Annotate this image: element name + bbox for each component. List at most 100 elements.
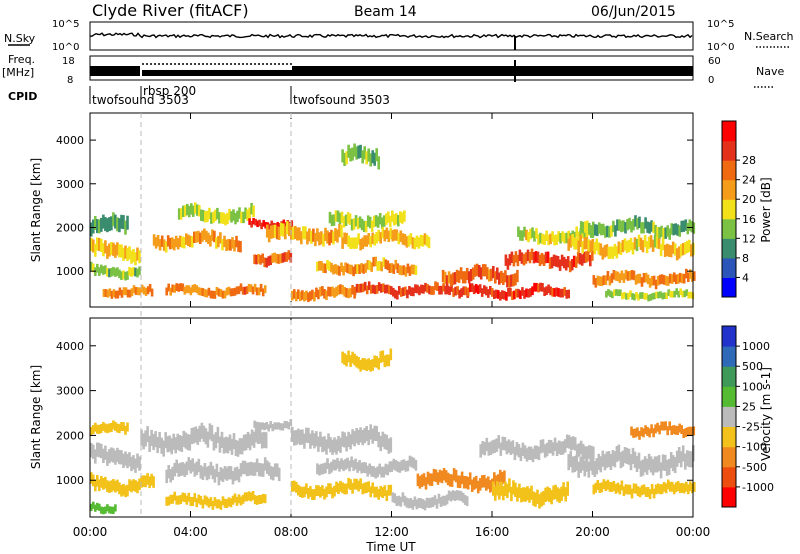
data-cell (498, 272, 501, 285)
data-cell (652, 488, 656, 499)
data-cell (112, 242, 115, 256)
data-cell (497, 435, 501, 449)
data-cell (586, 220, 589, 232)
data-cell (118, 244, 121, 258)
data-cell (253, 495, 257, 505)
data-cell (102, 421, 105, 431)
x-tick-label: 04:00 (173, 525, 208, 539)
data-cell (391, 210, 394, 222)
data-cell (215, 499, 219, 509)
data-cell (369, 360, 372, 372)
data-cell (132, 285, 136, 294)
data-cell (559, 441, 563, 455)
data-cell (373, 355, 376, 368)
scatter-band (605, 288, 695, 302)
data-cell (346, 457, 349, 469)
data-cell (689, 481, 692, 492)
data-cell (310, 230, 313, 244)
data-cell (325, 290, 328, 300)
data-cell (469, 269, 473, 282)
data-cell (614, 271, 618, 281)
data-cell (432, 286, 435, 295)
data-cell (516, 269, 519, 283)
data-cell (601, 247, 605, 260)
data-cell (624, 222, 627, 234)
data-cell (329, 437, 332, 453)
data-cell (350, 456, 353, 468)
data-cell (562, 256, 566, 269)
data-cell (383, 355, 387, 368)
data-cell (580, 254, 584, 266)
data-cell (671, 291, 674, 298)
data-cell (116, 447, 119, 463)
data-cell (92, 263, 95, 273)
data-cell (238, 207, 241, 219)
data-cell (581, 221, 585, 234)
data-cell (255, 254, 258, 265)
data-cell (378, 463, 381, 475)
data-cell (598, 276, 602, 286)
data-cell (96, 424, 99, 434)
data-cell (229, 288, 233, 297)
data-cell (364, 221, 368, 233)
data-cell (675, 288, 678, 295)
data-cell (264, 222, 267, 229)
data-cell (500, 481, 503, 496)
data-cell (359, 478, 362, 490)
data-cell (283, 252, 287, 262)
data-cell (114, 504, 117, 512)
data-cell (636, 218, 639, 230)
data-cell (92, 444, 95, 459)
data-cell (480, 288, 484, 297)
data-cell (541, 439, 545, 453)
data-cell (585, 455, 589, 472)
velocity-data-layer (90, 348, 696, 515)
data-cell (634, 215, 637, 227)
data-cell (240, 211, 243, 224)
data-cell (672, 272, 676, 282)
data-cell (368, 216, 372, 229)
data-cell (156, 437, 159, 454)
data-cell (618, 273, 622, 283)
time-x-axis: 00:00 04:00 08:00 12:00 16:00 20:00 00:00 (73, 113, 710, 539)
data-cell (285, 421, 289, 429)
data-cell (674, 223, 677, 235)
scatter-band (504, 248, 594, 273)
data-cell (205, 230, 208, 243)
data-cell (421, 499, 425, 509)
data-cell (481, 264, 485, 277)
data-cell (344, 458, 347, 470)
data-cell (154, 431, 157, 448)
data-cell (670, 481, 674, 492)
data-cell (503, 470, 506, 483)
data-cell (194, 202, 197, 214)
data-cell (621, 292, 624, 300)
data-cell (563, 287, 566, 296)
data-cell (199, 465, 203, 479)
data-cell (222, 437, 226, 454)
data-cell (604, 481, 608, 491)
data-cell (313, 489, 316, 500)
data-cell (316, 228, 319, 242)
data-cell (488, 269, 491, 282)
data-cell (585, 230, 589, 242)
data-cell (232, 209, 235, 221)
data-cell (205, 466, 209, 481)
data-cell (255, 458, 259, 472)
data-cell (216, 426, 220, 443)
data-cell (221, 290, 225, 299)
data-cell (369, 153, 372, 167)
data-cell (640, 222, 643, 234)
data-cell (234, 212, 237, 225)
data-cell (534, 251, 538, 263)
data-cell (164, 432, 167, 449)
data-cell (136, 287, 140, 296)
data-cell (130, 250, 133, 264)
data-cell (98, 424, 101, 434)
data-cell (365, 426, 368, 442)
data-cell (90, 237, 93, 251)
data-cell (540, 492, 543, 507)
data-cell (228, 208, 231, 221)
data-cell (220, 431, 224, 448)
